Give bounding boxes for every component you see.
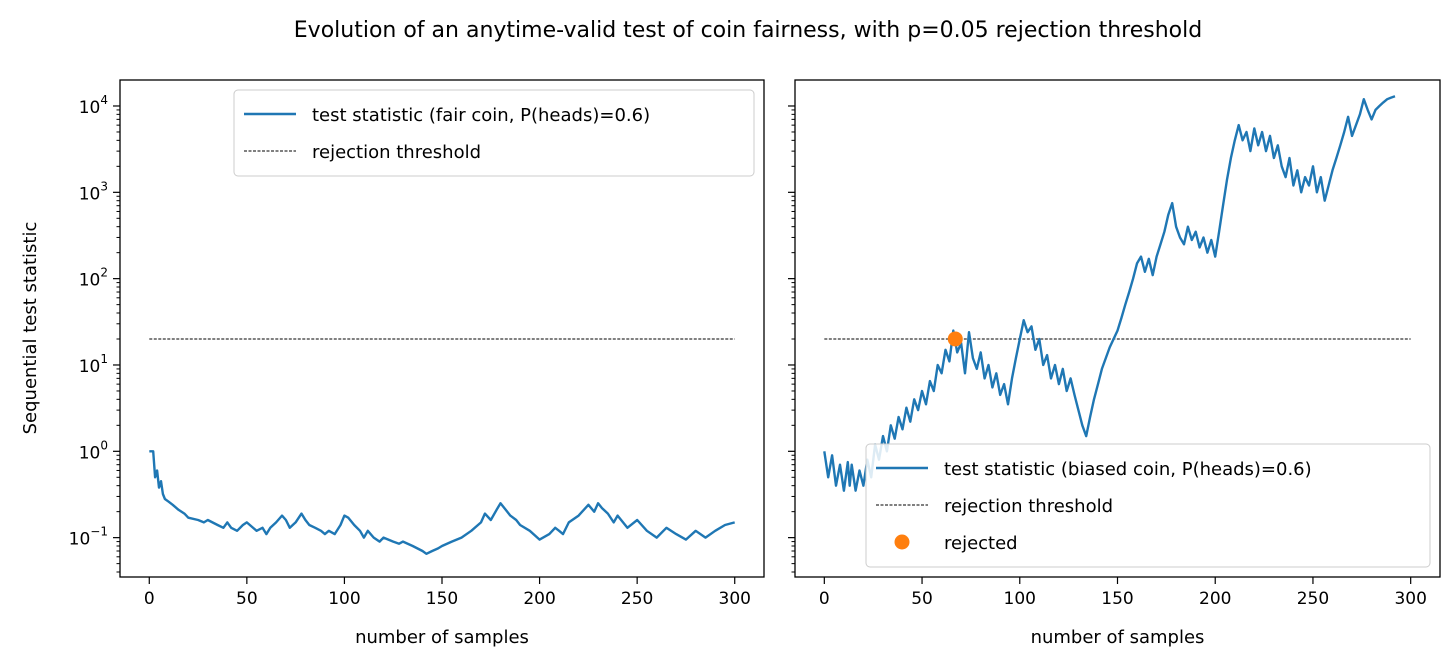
x-tick-label: 300 [1394,589,1426,609]
legend-marker-handle [894,534,910,550]
legend: test statistic (biased coin, P(heads)=0.… [865,443,1431,568]
y-tick-label: 101 [79,352,108,377]
axes-frame [794,79,1441,578]
x-tick-label: 150 [426,589,458,609]
y-tick-label: 102 [79,266,108,291]
x-tick-label: 250 [1297,589,1329,609]
x-tick-label: 150 [1101,589,1133,609]
x-tick-label: 0 [819,589,830,609]
x-tick-label: 300 [719,589,751,609]
y-tick-label: 10−1 [69,525,108,550]
y-tick-label: 104 [79,93,108,118]
x-tick-label: 100 [1004,589,1036,609]
legend-label: rejected [944,533,1018,554]
legend-label: test statistic (biased coin, P(heads)=0.… [944,459,1312,480]
left-panel: 10−1 100 101 102 103 104 0 50 100 150 200 250 300 num… [69,79,765,648]
test-statistic-line [823,95,1396,492]
legend-label: rejection threshold [312,142,481,163]
x-tick-label: 100 [328,589,360,609]
y-tick-label: 100 [79,438,108,463]
test-statistic-line [149,450,736,555]
axes-frame [119,79,765,578]
x-tick-label: 200 [1199,589,1231,609]
x-axis-label: number of samples [1031,627,1205,648]
suptitle: Evolution of an anytime-valid test of co… [294,18,1202,43]
y-axis-label: Sequential test statistic [20,222,41,435]
x-tick-label: 0 [144,589,155,609]
right-panel: 0 50 100 150 200 250 300 number of samples test … [788,79,1441,648]
legend-label: test statistic (fair coin, P(heads)=0.6) [312,105,650,126]
legend: test statistic (fair coin, P(heads)=0.6)… [233,89,755,177]
legend-frame [233,89,755,177]
legend-label: rejection threshold [944,496,1113,517]
rejected-point [947,331,963,347]
x-tick-label: 250 [621,589,653,609]
x-tick-label: 50 [236,589,258,609]
x-tick-label: 50 [911,589,933,609]
y-tick-label: 103 [79,179,108,204]
x-tick-label: 200 [523,589,555,609]
x-axis-label: number of samples [355,627,529,648]
legend-frame [865,443,1431,568]
